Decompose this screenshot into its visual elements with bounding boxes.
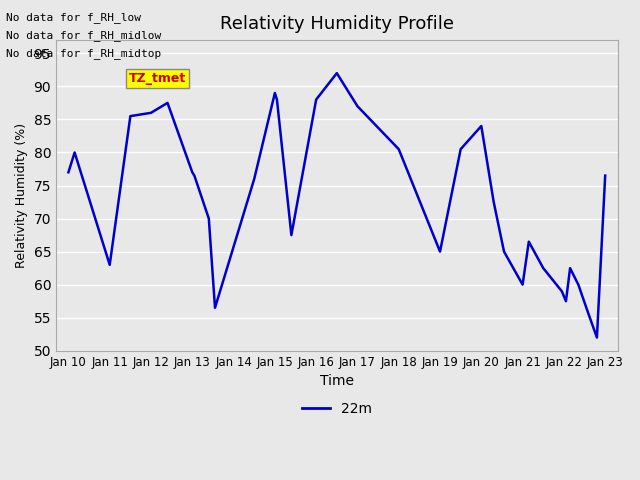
Title: Relativity Humidity Profile: Relativity Humidity Profile	[220, 15, 454, 33]
Text: No data for f_RH_midtop: No data for f_RH_midtop	[6, 48, 162, 60]
Text: No data for f_RH_midlow: No data for f_RH_midlow	[6, 30, 162, 41]
Text: TZ_tmet: TZ_tmet	[129, 72, 186, 85]
Legend: 22m: 22m	[296, 396, 378, 421]
Text: No data for f_RH_low: No data for f_RH_low	[6, 12, 141, 23]
Y-axis label: Relativity Humidity (%): Relativity Humidity (%)	[15, 123, 28, 268]
X-axis label: Time: Time	[320, 374, 354, 388]
